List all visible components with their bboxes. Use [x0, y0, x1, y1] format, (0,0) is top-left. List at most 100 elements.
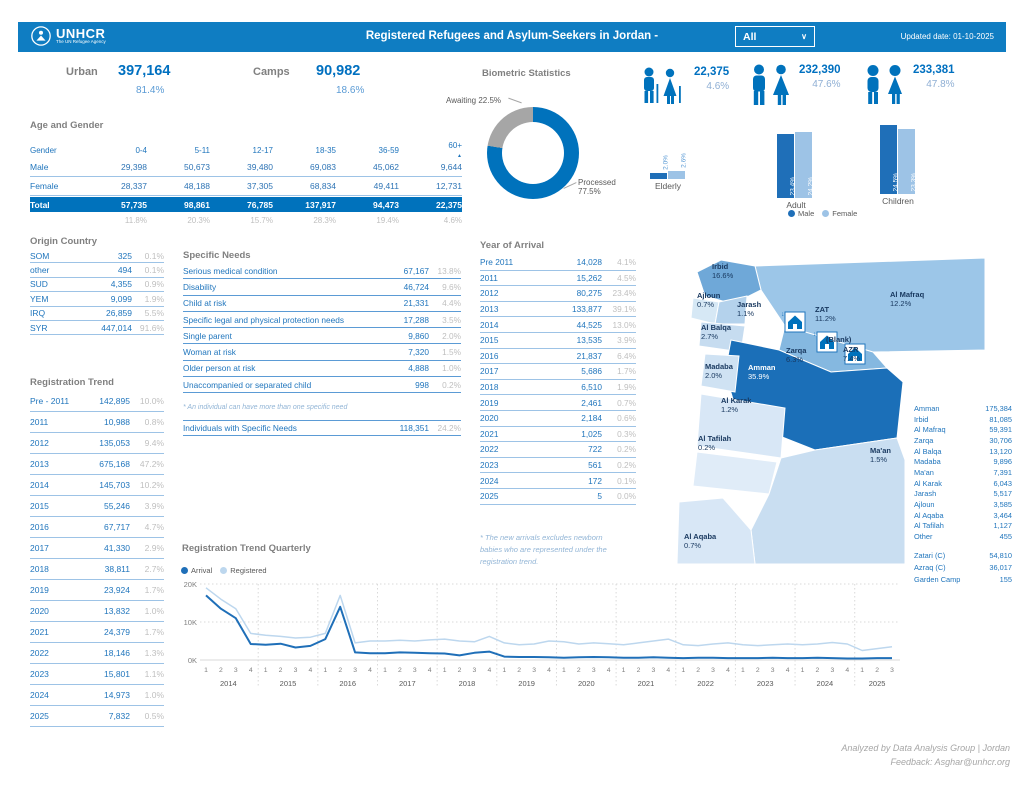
region-madaba[interactable] [700, 353, 740, 393]
list-item[interactable]: Other 455 [914, 532, 1012, 542]
list-item[interactable]: Ajloun 3,585 [914, 500, 1012, 510]
list-item[interactable]: Irbid 81,085 [914, 414, 1012, 424]
blank-camp-icon[interactable]: ↓ [813, 331, 838, 353]
region-al-tafilah[interactable] [692, 451, 778, 495]
quarterly-trend-chart[interactable]: 20K 10K 0K 1 2 3 4 2014 1 2 3 4 2015 1 2 3 4 2016 1 2 3 4 2017… [178, 576, 914, 694]
adult-female-bar[interactable]: 24.2% [795, 131, 814, 198]
list-item[interactable]: Zarqa 30,706 [914, 435, 1012, 445]
svg-text:↓: ↓ [781, 311, 785, 318]
table-row[interactable]: 2017 41,330 2.9% [30, 538, 164, 559]
svg-text:2: 2 [756, 667, 760, 674]
table-row[interactable]: 2014 145,703 10.2% [30, 475, 164, 496]
table-row[interactable]: 2021 24,379 1.7% [30, 622, 164, 643]
table-row[interactable]: 2019 2,461 0.7% [480, 395, 636, 411]
elderly-female-bar[interactable]: 2.6% [668, 153, 687, 179]
table-row[interactable]: Disability 46,724 9.6% [183, 279, 461, 296]
list-item[interactable]: Al Balqa 13,120 [914, 446, 1012, 456]
table-row[interactable]: 2025 7,832 0.5% [30, 706, 164, 727]
children-male-bar[interactable]: 24.5% [880, 125, 899, 194]
table-row[interactable]: Child at risk 21,331 4.4% [183, 296, 461, 312]
list-item[interactable]: Zatari (C) 54,810 [914, 550, 1012, 560]
table-row[interactable]: 2017 5,686 1.7% [480, 364, 636, 380]
adult-bars[interactable]: 23.4% 24.2% [777, 128, 814, 198]
children-bars[interactable]: 24.5% 23.3% [880, 124, 917, 194]
table-row[interactable]: 2024 172 0.1% [480, 473, 636, 489]
table-row[interactable]: 2015 55,246 3.9% [30, 496, 164, 517]
table-row[interactable]: 2024 14,973 1.0% [30, 685, 164, 706]
table-row[interactable]: Pre - 2011 142,895 10.0% [30, 391, 164, 412]
camp-filter-dropdown[interactable]: All ∨ [735, 26, 815, 47]
table-row[interactable]: Older person at risk 4,888 1.0% [183, 361, 461, 378]
total-row[interactable]: Total 57,735 98,861 76,785 137,917 94,473 22,… [30, 197, 462, 212]
list-item[interactable]: Amman 175,384 [914, 403, 1012, 413]
table-row[interactable]: SUD 4,355 0.9% [30, 278, 164, 293]
table-row[interactable]: 2023 15,801 1.1% [30, 664, 164, 685]
table-row[interactable]: 2019 23,924 1.7% [30, 580, 164, 601]
table-row[interactable]: 2011 15,262 4.5% [480, 271, 636, 287]
azraq-camp-icon[interactable] [844, 343, 866, 365]
elderly-bars[interactable]: 2.0% 2.6% [650, 109, 687, 179]
biometric-donut-chart[interactable] [487, 107, 579, 199]
percent-cell: 11.8% [124, 215, 147, 225]
callout-line [508, 97, 522, 104]
col-5-11[interactable]: 5-11 [194, 145, 210, 155]
table-row[interactable]: Single parent 9,860 2.0% [183, 328, 461, 345]
table-row[interactable]: 2015 13,535 3.9% [480, 333, 636, 349]
table-row[interactable]: Woman at risk 7,320 1.5% [183, 344, 461, 361]
table-row[interactable]: Pre 2011 14,028 4.1% [480, 255, 636, 271]
region-jarash[interactable] [714, 295, 748, 325]
adult-male-bar[interactable]: 23.4% [777, 133, 796, 198]
table-row[interactable]: 2022 722 0.2% [480, 442, 636, 458]
col-0-4[interactable]: 0-4 [135, 145, 147, 155]
age-gender-header[interactable]: Gender 0-4 5-11 12-17 18-35 36-59 60+ ▲ [30, 141, 462, 159]
list-item[interactable]: Al Karak 6,043 [914, 478, 1012, 488]
col-36-59[interactable]: 36-59 [378, 145, 399, 155]
table-row[interactable]: 2012 80,275 23.4% [480, 286, 636, 302]
col-60plus[interactable]: 60+ ▲ [448, 141, 462, 159]
table-row[interactable]: IRQ 26,859 5.5% [30, 307, 164, 321]
list-item[interactable]: Ma'an 7,391 [914, 467, 1012, 477]
table-row[interactable]: 2011 10,988 0.8% [30, 412, 164, 433]
table-row[interactable]: Serious medical condition 67,167 13.8% [183, 263, 461, 280]
table-row[interactable]: other 494 0.1% [30, 263, 164, 278]
unhcr-logo: UNHCR The UN Refugee Agency [30, 25, 106, 47]
female-row[interactable]: Female 28,337 48,188 37,305 68,834 49,411 12,… [30, 177, 462, 196]
table-row[interactable]: 2023 561 0.2% [480, 458, 636, 474]
table-row[interactable]: Individuals with Specific Needs 118,351 … [183, 420, 461, 437]
region-irbid[interactable] [696, 259, 762, 305]
col-12-17[interactable]: 12-17 [252, 145, 273, 155]
table-row[interactable]: 2018 6,510 1.9% [480, 380, 636, 396]
zaatari-camp-icon[interactable]: ↓ [781, 311, 806, 333]
table-row[interactable]: 2013 675,168 47.2% [30, 454, 164, 475]
table-row[interactable]: 2014 44,525 13.0% [480, 317, 636, 333]
children-female-bar[interactable]: 23.3% [898, 128, 917, 194]
table-row[interactable]: 2025 5 0.0% [480, 489, 636, 505]
table-row[interactable]: 2012 135,053 9.4% [30, 433, 164, 454]
table-row[interactable]: 2022 18,146 1.3% [30, 643, 164, 664]
list-item[interactable]: Garden Camp 155 [914, 575, 1012, 585]
table-row[interactable]: SOM 325 0.1% [30, 249, 164, 264]
list-item[interactable]: Jarash 5,517 [914, 489, 1012, 499]
list-item[interactable]: Al Mafraq 59,391 [914, 425, 1012, 435]
svg-text:4: 4 [726, 667, 730, 674]
table-row[interactable]: 2020 2,184 0.6% [480, 411, 636, 427]
list-item[interactable]: Al Tafilah 1,127 [914, 521, 1012, 531]
table-row[interactable]: 2021 1,025 0.3% [480, 427, 636, 443]
table-row[interactable]: 2013 133,877 39.1% [480, 302, 636, 318]
list-item[interactable]: Al Aqaba 3,464 [914, 510, 1012, 520]
region-al-aqaba[interactable] [676, 497, 756, 565]
table-row[interactable]: 2020 13,832 1.0% [30, 601, 164, 622]
table-row[interactable]: YEM 9,099 1.9% [30, 292, 164, 307]
table-row[interactable]: 2016 67,717 4.7% [30, 517, 164, 538]
map-label-al-karak: Al Karak 1.2% [721, 396, 752, 414]
table-row[interactable]: 2016 21,837 6.4% [480, 349, 636, 365]
table-row[interactable]: Unaccompanied or separated child 998 0.2… [183, 377, 461, 394]
table-row[interactable]: SYR 447,014 91.6% [30, 321, 164, 336]
list-item[interactable]: Azraq (C) 36,017 [914, 562, 1012, 572]
col-18-35[interactable]: 18-35 [315, 145, 336, 155]
elderly-male-bar[interactable]: 2.0% [650, 155, 669, 179]
male-row[interactable]: Male 29,398 50,673 39,480 69,083 45,062 9,644 [30, 158, 462, 177]
table-row[interactable]: Specific legal and physical protection n… [183, 312, 461, 329]
list-item[interactable]: Madaba 9,896 [914, 457, 1012, 467]
table-row[interactable]: 2018 38,811 2.7% [30, 559, 164, 580]
